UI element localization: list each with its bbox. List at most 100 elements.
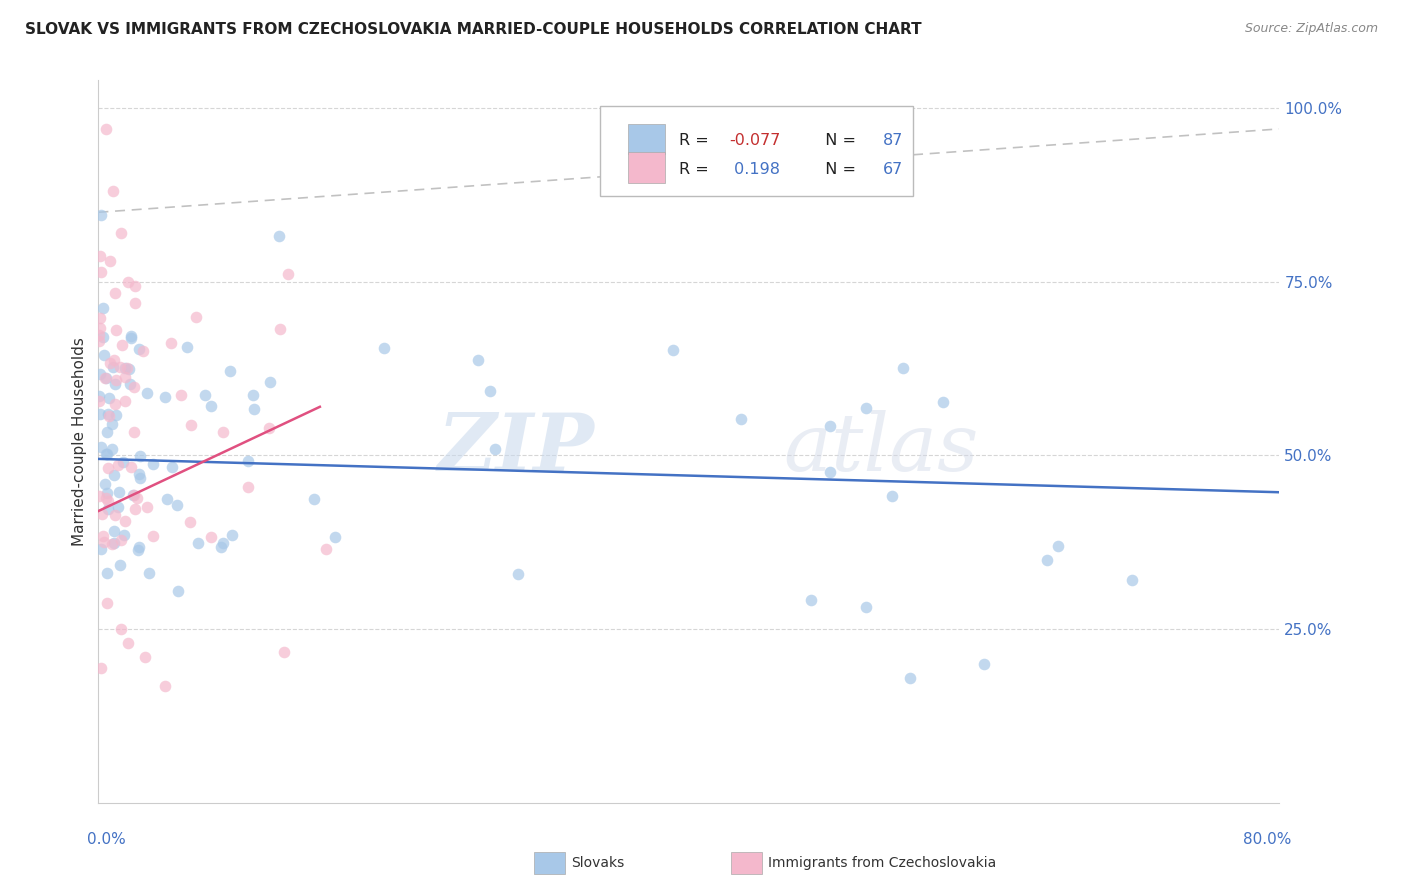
Point bbox=[194, 388, 217, 402]
Text: -0.077: -0.077 bbox=[730, 133, 780, 148]
Bar bbox=[627, 124, 665, 154]
Text: 87: 87 bbox=[883, 133, 903, 148]
Point bbox=[97, 409, 120, 423]
Point bbox=[166, 583, 188, 598]
Point bbox=[128, 471, 150, 485]
Point bbox=[104, 408, 127, 422]
Point bbox=[1047, 539, 1070, 553]
Point bbox=[101, 537, 124, 551]
Point bbox=[1121, 574, 1143, 588]
Point bbox=[97, 494, 120, 508]
Point bbox=[818, 466, 841, 480]
Text: ZIP: ZIP bbox=[437, 410, 595, 488]
Point bbox=[110, 622, 132, 636]
Point bbox=[104, 373, 127, 387]
Point bbox=[127, 543, 149, 558]
Point bbox=[508, 567, 530, 582]
Point bbox=[269, 322, 291, 336]
Text: N =: N = bbox=[815, 133, 862, 148]
Point bbox=[128, 540, 150, 554]
Point bbox=[117, 636, 139, 650]
Point bbox=[89, 367, 111, 381]
Text: Immigrants from Czechoslovakia: Immigrants from Czechoslovakia bbox=[768, 855, 995, 870]
Point bbox=[662, 343, 685, 357]
Text: SLOVAK VS IMMIGRANTS FROM CZECHOSLOVAKIA MARRIED-COUPLE HOUSEHOLDS CORRELATION C: SLOVAK VS IMMIGRANTS FROM CZECHOSLOVAKIA… bbox=[25, 22, 922, 37]
Point bbox=[110, 558, 132, 572]
Point bbox=[100, 442, 122, 457]
Point bbox=[101, 360, 124, 375]
Point bbox=[89, 489, 111, 503]
Point bbox=[91, 329, 114, 343]
Point bbox=[120, 376, 142, 391]
Point bbox=[120, 329, 142, 343]
Y-axis label: Married-couple Households: Married-couple Households bbox=[72, 337, 87, 546]
Point bbox=[302, 492, 325, 507]
Point bbox=[122, 380, 145, 394]
Text: Source: ZipAtlas.com: Source: ZipAtlas.com bbox=[1244, 22, 1378, 36]
Point bbox=[87, 328, 110, 343]
Point bbox=[107, 485, 129, 500]
Point bbox=[170, 388, 193, 402]
Point bbox=[90, 265, 112, 279]
Point bbox=[180, 417, 202, 432]
Point bbox=[891, 361, 914, 376]
Point bbox=[89, 334, 111, 348]
Point bbox=[103, 524, 125, 538]
Point bbox=[110, 533, 132, 547]
Point bbox=[94, 447, 117, 461]
Point bbox=[114, 393, 136, 408]
Point bbox=[176, 340, 198, 354]
Text: Slovaks: Slovaks bbox=[571, 855, 624, 870]
Point bbox=[200, 530, 222, 544]
Point bbox=[160, 335, 183, 350]
Point bbox=[120, 460, 142, 475]
Point bbox=[114, 361, 136, 376]
Point bbox=[98, 253, 121, 268]
Point bbox=[96, 447, 118, 461]
Point bbox=[122, 488, 145, 502]
Point bbox=[1036, 553, 1059, 567]
Point bbox=[110, 226, 132, 240]
Point bbox=[105, 323, 128, 337]
Point bbox=[96, 425, 118, 439]
Point bbox=[96, 596, 118, 610]
Text: R =: R = bbox=[679, 161, 714, 177]
Point bbox=[89, 249, 111, 263]
Point bbox=[96, 566, 118, 580]
Point bbox=[153, 679, 176, 693]
Point bbox=[212, 425, 235, 440]
Point bbox=[89, 320, 111, 334]
Point bbox=[820, 419, 842, 434]
Point bbox=[200, 399, 222, 413]
Point bbox=[242, 402, 264, 417]
Point bbox=[273, 645, 295, 659]
Point bbox=[122, 487, 145, 501]
Point bbox=[124, 279, 146, 293]
Point bbox=[90, 209, 112, 223]
Point bbox=[114, 514, 136, 528]
Point bbox=[125, 491, 148, 506]
Point bbox=[730, 411, 752, 425]
Point bbox=[120, 331, 142, 345]
Point bbox=[855, 599, 877, 614]
Point bbox=[115, 360, 138, 375]
Point bbox=[211, 536, 233, 550]
Point bbox=[259, 376, 281, 390]
Point bbox=[277, 267, 299, 281]
Point bbox=[89, 407, 111, 421]
Point bbox=[142, 528, 165, 542]
Point bbox=[103, 468, 125, 483]
Point bbox=[122, 425, 145, 439]
Point bbox=[96, 486, 118, 500]
Point bbox=[142, 457, 165, 471]
Point bbox=[124, 501, 146, 516]
Point bbox=[104, 397, 127, 411]
Text: R =: R = bbox=[679, 133, 714, 148]
Point bbox=[155, 491, 177, 506]
Point bbox=[101, 417, 124, 432]
Point bbox=[373, 341, 395, 355]
Point bbox=[219, 363, 242, 377]
Point bbox=[97, 502, 120, 516]
Point bbox=[91, 529, 114, 543]
Point bbox=[104, 508, 127, 523]
